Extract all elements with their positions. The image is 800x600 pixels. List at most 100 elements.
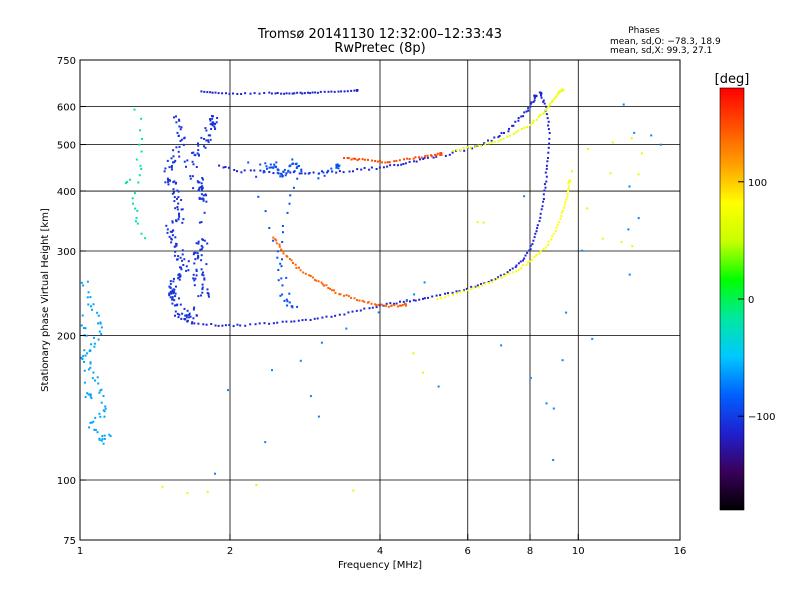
data-point	[436, 152, 439, 155]
data-point	[545, 167, 548, 170]
data-point	[426, 154, 429, 157]
data-point	[531, 259, 534, 261]
data-point	[554, 230, 557, 232]
data-point	[200, 268, 203, 271]
data-point	[354, 157, 357, 160]
data-point	[544, 109, 547, 112]
data-point	[325, 284, 328, 287]
data-point	[329, 287, 332, 290]
data-point	[200, 197, 203, 200]
data-point	[470, 285, 473, 288]
data-point	[253, 92, 256, 95]
data-point	[418, 156, 420, 159]
data-point	[201, 185, 204, 188]
data-point	[293, 92, 296, 95]
data-point	[104, 407, 107, 410]
data-point	[420, 156, 423, 159]
data-point	[259, 169, 262, 172]
data-point	[532, 100, 535, 103]
data-point	[338, 293, 341, 296]
data-point	[316, 91, 319, 94]
data-point	[236, 170, 238, 173]
data-point	[268, 166, 271, 169]
data-point	[209, 91, 212, 94]
data-point	[545, 246, 548, 249]
data-point	[363, 158, 366, 161]
data-point	[176, 208, 179, 211]
data-point	[325, 315, 328, 318]
data-point	[82, 355, 85, 358]
data-point	[178, 297, 180, 300]
data-point	[175, 285, 177, 288]
data-point	[434, 153, 437, 156]
data-point	[280, 265, 283, 268]
data-point	[424, 155, 427, 158]
data-point	[301, 319, 304, 322]
data-point	[519, 260, 522, 263]
data-point	[497, 136, 500, 139]
data-point	[640, 152, 643, 155]
data-point	[205, 139, 208, 142]
data-point	[451, 293, 454, 296]
data-point	[189, 177, 192, 180]
data-point	[201, 177, 204, 179]
data-point	[285, 298, 288, 301]
data-point	[343, 90, 346, 93]
data-point	[413, 293, 416, 296]
data-point	[281, 225, 284, 227]
data-point	[335, 163, 338, 166]
data-point	[171, 302, 174, 305]
data-point	[182, 264, 185, 266]
data-point	[296, 177, 299, 180]
data-point	[347, 311, 350, 314]
data-point	[217, 324, 220, 327]
data-point	[90, 397, 93, 400]
data-point	[323, 174, 326, 177]
data-point	[176, 131, 179, 134]
data-point	[471, 147, 474, 150]
data-point	[187, 269, 190, 272]
data-point	[185, 314, 188, 317]
data-point	[232, 92, 234, 95]
data-point	[177, 273, 180, 276]
data-point	[263, 92, 266, 94]
data-point	[296, 305, 299, 308]
data-point	[388, 161, 391, 164]
data-point	[493, 141, 496, 144]
data-point	[204, 193, 207, 196]
data-point	[568, 180, 570, 183]
data-point	[524, 254, 527, 257]
data-point	[520, 115, 523, 118]
data-point	[172, 191, 175, 194]
data-point	[177, 135, 180, 137]
data-point	[414, 156, 417, 159]
data-point	[423, 281, 426, 284]
data-point	[280, 92, 283, 95]
data-point	[352, 489, 355, 492]
data-point	[393, 160, 396, 163]
data-point	[263, 170, 266, 173]
data-point	[239, 324, 242, 327]
data-point	[286, 211, 289, 214]
data-point	[175, 244, 178, 247]
data-point	[532, 239, 535, 242]
data-point	[422, 158, 425, 160]
data-point	[185, 269, 188, 272]
data-point	[476, 284, 479, 287]
data-point	[338, 170, 341, 173]
data-point	[100, 326, 103, 329]
x-tick-label: 16	[674, 546, 687, 557]
data-point	[281, 258, 283, 261]
data-point	[637, 173, 640, 176]
data-point	[538, 220, 541, 223]
data-point	[387, 305, 390, 308]
data-point	[91, 308, 93, 311]
data-point	[272, 172, 275, 175]
data-point	[172, 161, 174, 164]
data-point	[517, 117, 520, 119]
data-point	[213, 125, 216, 128]
data-point	[523, 195, 526, 198]
x-tick-label: 2	[227, 546, 233, 557]
data-point	[283, 92, 286, 95]
data-point	[300, 172, 303, 175]
